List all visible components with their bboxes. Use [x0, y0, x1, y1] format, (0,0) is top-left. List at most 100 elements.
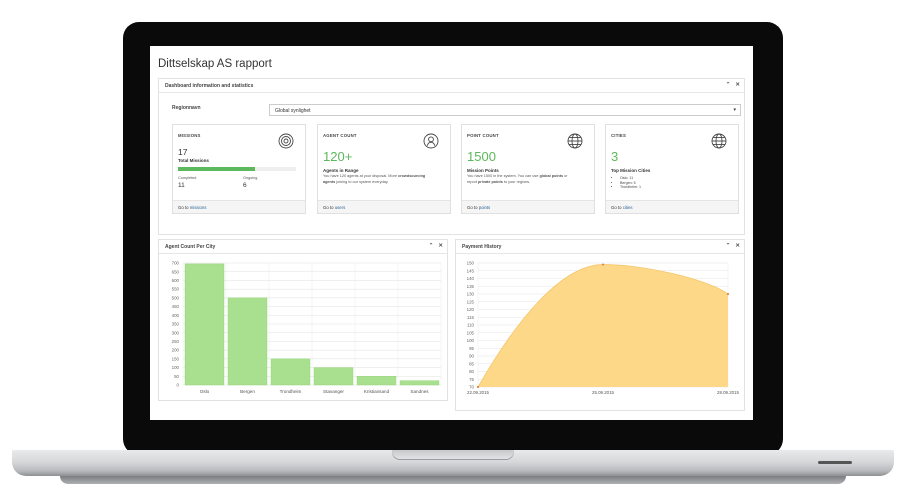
- region-select-value: Global synlighet: [275, 108, 311, 114]
- close-icon[interactable]: ✕: [735, 82, 740, 88]
- payment-chart-title: Payment History: [462, 244, 502, 250]
- point-text-4: to your regions.: [502, 179, 531, 184]
- x-tick-label: 25.09.2015: [592, 390, 615, 395]
- x-tick-label: Oslo: [200, 389, 210, 394]
- go-to-cities-link[interactable]: cities: [622, 205, 633, 210]
- agent-bar-chart: 0 50 100 150 200 250 300 350 400 450 500 550 600 650 7…: [172, 261, 442, 394]
- x-tick-label: Trondheim: [280, 389, 302, 394]
- payment-chart-header: Payment History ⌃ ✕: [456, 240, 744, 254]
- globe-icon: [567, 133, 583, 149]
- user-icon: [423, 133, 439, 149]
- agent-count-card: AGENT COUNT 120+ Agents in Range You hav…: [317, 124, 451, 214]
- bar: [270, 358, 311, 386]
- bar: [184, 263, 225, 386]
- x-tick-label: Sandnes: [410, 389, 429, 394]
- missions-footer: Go to missions: [173, 200, 305, 213]
- data-point: [476, 385, 480, 389]
- dashboard-panel-header: Dashboard information and statistics ⌃ ✕: [159, 79, 744, 93]
- close-icon[interactable]: ✕: [438, 243, 443, 249]
- y-tick-label: 115: [467, 315, 475, 320]
- list-item: Trondheim: 1: [620, 185, 641, 190]
- data-point: [601, 263, 605, 266]
- point-text-bold-2: private points: [477, 179, 503, 184]
- cities-card-title: CITIES: [611, 133, 627, 138]
- agent-footer: Go to users: [318, 200, 450, 213]
- point-card-title: POINT COUNT: [467, 133, 499, 138]
- point-count-card: POINT COUNT 1500 Mission Points You have…: [461, 124, 595, 214]
- agent-text-2: joining to our system everyday.: [335, 179, 389, 184]
- y-tick-label: 90: [469, 354, 474, 359]
- missions-progress-fill: [178, 167, 255, 171]
- go-to-missions-link[interactable]: missions: [189, 205, 207, 210]
- screen: Dittselskap AS rapport Dashboard informa…: [150, 46, 753, 420]
- payment-chart-panel: Payment History ⌃ ✕ 70 75 80 85 90 95 100 105 11…: [455, 239, 745, 411]
- missions-value: 17: [178, 147, 188, 157]
- y-tick-label: 300: [172, 330, 180, 335]
- payment-area-chart: 70 75 80 85 90 95 100 105 110 115 120 125 130 135 140 1…: [467, 261, 740, 395]
- missions-card: MISSIONS 17 Total Missions Completed 11 …: [172, 124, 306, 214]
- chevron-up-icon[interactable]: ⌃: [428, 243, 434, 249]
- y-tick-label: 100: [172, 365, 180, 370]
- point-text-3: report: [467, 179, 478, 184]
- dashboard-panel-title: Dashboard information and statistics: [165, 83, 254, 89]
- cities-card: CITIES 3 Top Mission Cities Oslo: 11 Ber…: [605, 124, 739, 214]
- agent-text-bold-1: crowdsourcing: [398, 174, 426, 178]
- x-tick-label: Stavanger: [323, 389, 344, 394]
- y-tick-label: 150: [172, 356, 180, 361]
- footer-prefix: Go to: [467, 205, 479, 210]
- page-title: Dittselskap AS rapport: [158, 58, 272, 70]
- y-tick-label: 130: [467, 292, 475, 297]
- point-footer: Go to points: [462, 200, 594, 213]
- agent-card-title: AGENT COUNT: [323, 133, 357, 138]
- y-tick-label: 200: [172, 348, 180, 353]
- cities-value: 3: [611, 149, 619, 164]
- missions-subtitle: Total Missions: [178, 158, 209, 163]
- close-icon[interactable]: ✕: [735, 243, 740, 249]
- area-fill: [478, 264, 728, 387]
- cities-subtitle: Top Mission Cities: [611, 168, 651, 173]
- agent-count-value: 120+: [323, 149, 353, 164]
- agent-text-bold-2: agents: [323, 179, 336, 184]
- x-tick-label: Bergen: [240, 389, 255, 394]
- top-cities-list: Oslo: 11 Bergen: 5 Trondheim: 1: [620, 176, 641, 190]
- agent-chart-header: Agent Count Per City ⌃ ✕: [159, 240, 447, 254]
- y-tick-label: 550: [172, 287, 180, 292]
- point-description: You have 1500 in the system. You can use…: [467, 174, 589, 185]
- list-item: Bergen: 5: [620, 181, 641, 186]
- y-tick-label: 50: [174, 374, 179, 379]
- chevron-up-icon[interactable]: ⌃: [725, 82, 731, 88]
- y-tick-label: 95: [469, 346, 474, 351]
- y-tick-label: 350: [172, 322, 180, 327]
- laptop-notch: [392, 450, 514, 460]
- list-item: Oslo: 11: [620, 176, 641, 181]
- footer-prefix: Go to: [323, 205, 335, 210]
- y-tick-label: 135: [467, 284, 475, 289]
- agent-description: You have 120 agents at your disposal. Mo…: [323, 174, 445, 185]
- footer-prefix: Go to: [611, 205, 623, 210]
- y-tick-label: 110: [467, 323, 475, 328]
- footer-prefix: Go to: [178, 205, 190, 210]
- laptop-slot: [818, 461, 852, 464]
- agent-chart-panel: Agent Count Per City ⌃ ✕ 0 50 100 150 200 250…: [158, 239, 448, 401]
- y-tick-label: 140: [467, 276, 475, 281]
- y-tick-label: 100: [467, 338, 475, 343]
- y-tick-label: 250: [172, 339, 180, 344]
- ongoing-label: Ongoing: [243, 176, 258, 180]
- go-to-users-link[interactable]: users: [334, 205, 346, 210]
- region-select[interactable]: Global synlighet ▾: [269, 104, 741, 116]
- completed-value: 11: [178, 182, 185, 189]
- y-tick-label: 650: [172, 269, 180, 274]
- chevron-up-icon[interactable]: ⌃: [725, 243, 731, 249]
- agent-text-1: You have 120 agents at your disposal. Mo…: [323, 174, 399, 178]
- y-tick-label: 150: [467, 261, 475, 266]
- x-tick-label: 28.09.2015: [717, 390, 740, 395]
- y-tick-label: 85: [469, 361, 474, 366]
- point-text-2: or: [563, 174, 568, 178]
- y-tick-label: 700: [172, 261, 180, 266]
- y-tick-label: 70: [469, 385, 474, 390]
- x-tick-label: Kristiansand: [364, 389, 390, 394]
- y-tick-label: 125: [467, 299, 475, 304]
- go-to-points-link[interactable]: points: [478, 205, 491, 210]
- y-tick-label: 75: [469, 377, 474, 382]
